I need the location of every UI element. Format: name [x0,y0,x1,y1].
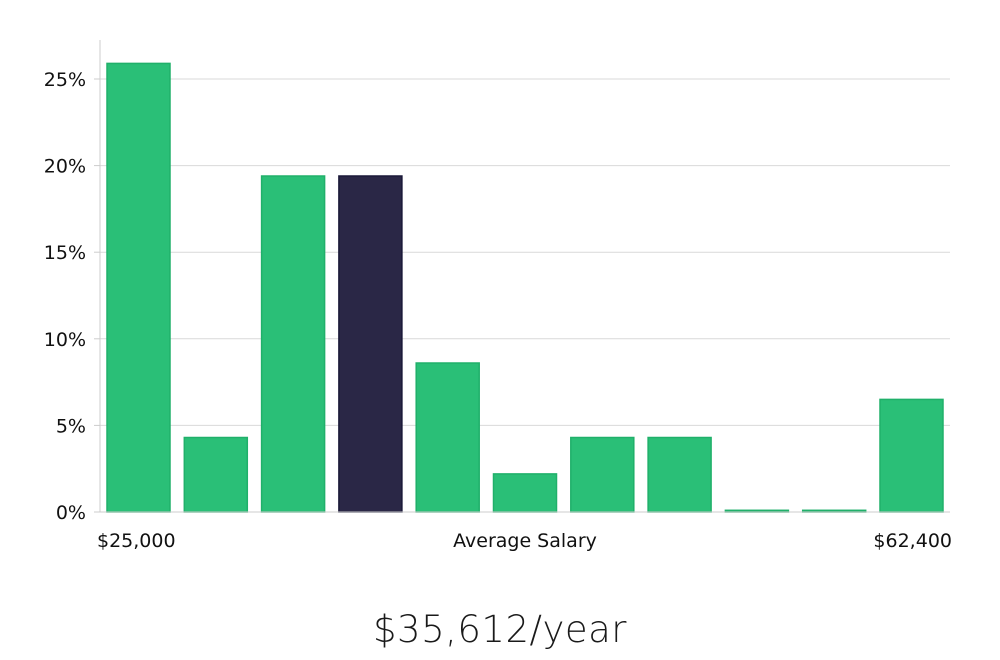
histogram-bar [106,62,171,513]
histogram-bar [260,175,326,513]
axes [94,40,950,513]
average-salary-value: $35,612/year [372,608,627,651]
x-end-label: $62,400 [873,530,952,552]
y-tick-label: 0% [56,502,86,524]
y-tick-label: 15% [44,242,86,264]
y-tick-labels: 0% 5% 10% 15% 20% 25% [44,69,86,524]
y-tick-label: 20% [44,156,86,178]
histogram-bar [570,436,635,513]
y-tick-label: 25% [44,69,86,91]
histogram-chart: 0%5%10%15%20%25% $25,000 Average Salary … [44,40,952,552]
histogram-bar [879,398,944,513]
histogram-bar-highlighted [338,175,403,513]
x-axis-label: Average Salary [453,530,597,552]
bars [106,62,944,513]
histogram-bar [183,436,249,513]
y-tick-label: 5% [56,415,86,437]
x-start-label: $25,000 [97,530,176,552]
histogram-bar [647,436,712,513]
histogram-bar [415,362,480,513]
y-tick-label: 10% [44,329,86,351]
grid-lines [100,78,950,426]
histogram-bar [492,473,558,513]
